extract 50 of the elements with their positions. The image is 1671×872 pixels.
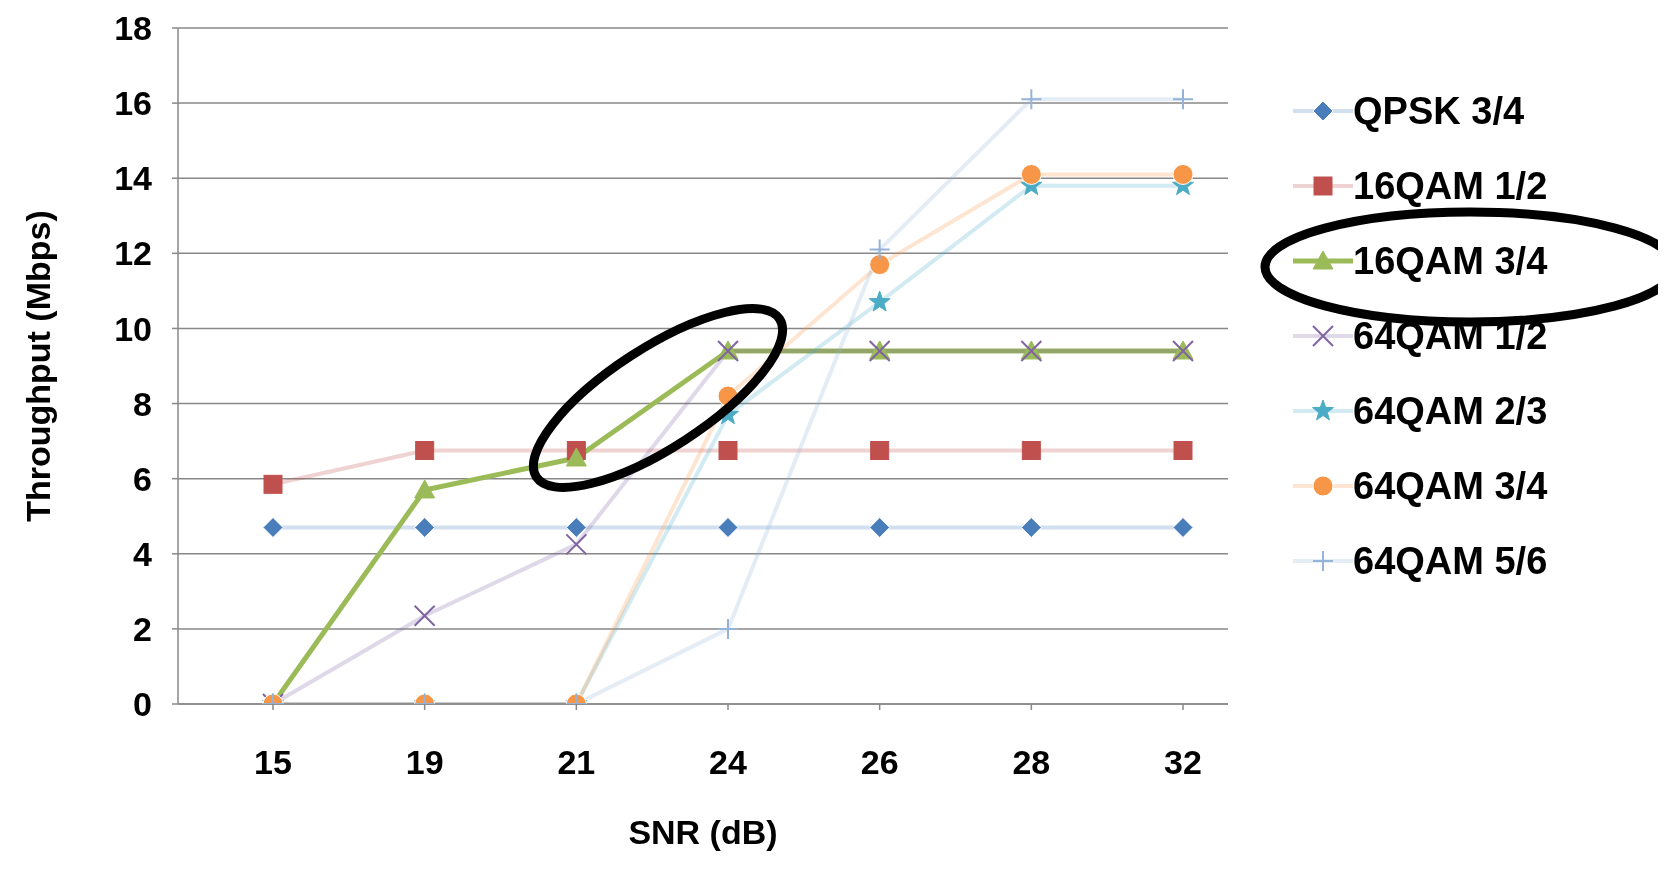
point (717, 516, 739, 538)
legend-label: 64QAM 3/4 (1353, 464, 1548, 508)
y-tick-label: 2 (133, 609, 152, 648)
legend-label: 64QAM 5/6 (1353, 539, 1548, 583)
legend-label: 16QAM 3/4 (1353, 239, 1548, 283)
y-tick-label: 14 (114, 159, 153, 198)
point (868, 290, 891, 312)
legend-label: 64QAM 2/3 (1353, 389, 1548, 433)
point (1021, 441, 1041, 460)
point (1020, 163, 1042, 185)
x-tick-label: 26 (860, 743, 899, 782)
y-tick-label: 18 (114, 9, 152, 48)
y-tick-label: 16 (114, 84, 152, 123)
point (869, 254, 891, 276)
y-axis-title: Throughput (Mbps) (19, 210, 58, 522)
point (565, 447, 587, 467)
x-tick-label: 15 (254, 743, 292, 782)
point (263, 474, 283, 494)
point (869, 516, 891, 538)
x-tick-label: 24 (709, 743, 747, 782)
point (718, 441, 738, 460)
legend-label: 16QAM 1/2 (1353, 164, 1548, 208)
point (870, 441, 890, 460)
y-tick-label: 4 (133, 534, 153, 573)
point (415, 441, 435, 460)
point (565, 516, 587, 538)
point (1020, 516, 1042, 538)
point (565, 533, 588, 556)
x-tick-label: 32 (1164, 743, 1202, 782)
y-tick-label: 6 (133, 459, 152, 498)
y-tick-label: 0 (133, 685, 152, 724)
point (1020, 88, 1043, 111)
point (717, 617, 739, 640)
x-axis-title: SNR (dB) (628, 813, 778, 851)
x-tick-label: 19 (405, 743, 444, 782)
point (868, 238, 891, 261)
point (1172, 516, 1194, 538)
point (414, 516, 436, 538)
x-tick-label: 21 (557, 743, 596, 782)
y-tick-label: 8 (133, 384, 152, 423)
point (1173, 441, 1193, 460)
point (1172, 88, 1194, 111)
y-tick-label: 10 (114, 309, 152, 348)
point (413, 604, 436, 627)
x-tick-label: 28 (1012, 743, 1051, 782)
point (262, 516, 284, 538)
y-tick-label: 12 (114, 234, 152, 273)
point (414, 479, 436, 499)
point (1172, 163, 1194, 185)
legend-label: QPSK 3/4 (1353, 89, 1525, 133)
